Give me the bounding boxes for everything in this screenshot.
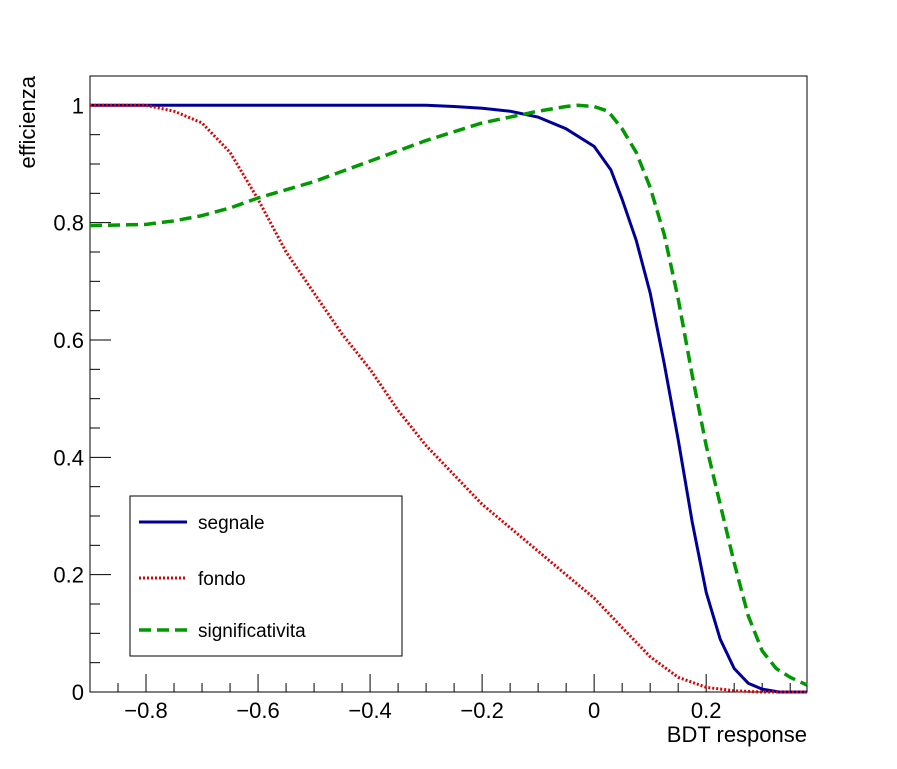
series-line-fondo bbox=[90, 103, 807, 694]
legend-label: segnale bbox=[198, 513, 265, 534]
y-tick-label: 0.4 bbox=[53, 445, 84, 470]
plot-frame bbox=[89, 75, 808, 693]
x-tick-label: 0.2 bbox=[691, 698, 722, 723]
x-tick-label: −0.4 bbox=[348, 698, 391, 723]
x-tick-label: −0.6 bbox=[236, 698, 279, 723]
legend-label: fondo bbox=[198, 569, 246, 590]
axis-labels: BDT response efficienza bbox=[15, 75, 807, 747]
y-tick-label: 0.2 bbox=[53, 563, 84, 588]
x-tick-label: −0.2 bbox=[460, 698, 503, 723]
legend-label: significativita bbox=[198, 621, 306, 642]
x-axis-title: BDT response bbox=[667, 722, 807, 747]
y-tick-label: 0 bbox=[72, 680, 84, 705]
y-tick-label: 0.8 bbox=[53, 211, 84, 236]
y-tick-label: 0.6 bbox=[53, 328, 84, 353]
x-tick-label: 0 bbox=[588, 698, 600, 723]
axis-ticks: −0.8 −0.6 −0.4 −0.2 0 0.2 0 0.2 0.4 0.6 0.8 1 bbox=[53, 93, 791, 723]
series-lines bbox=[89, 103, 808, 694]
legend: segnale fondo significativita bbox=[129, 495, 403, 657]
series-line-segnale bbox=[90, 103, 807, 694]
y-axis-title: efficienza bbox=[15, 75, 40, 168]
series-line-significativita bbox=[89, 103, 808, 687]
x-tick-label: −0.8 bbox=[124, 698, 167, 723]
y-tick-label: 1 bbox=[72, 93, 84, 118]
